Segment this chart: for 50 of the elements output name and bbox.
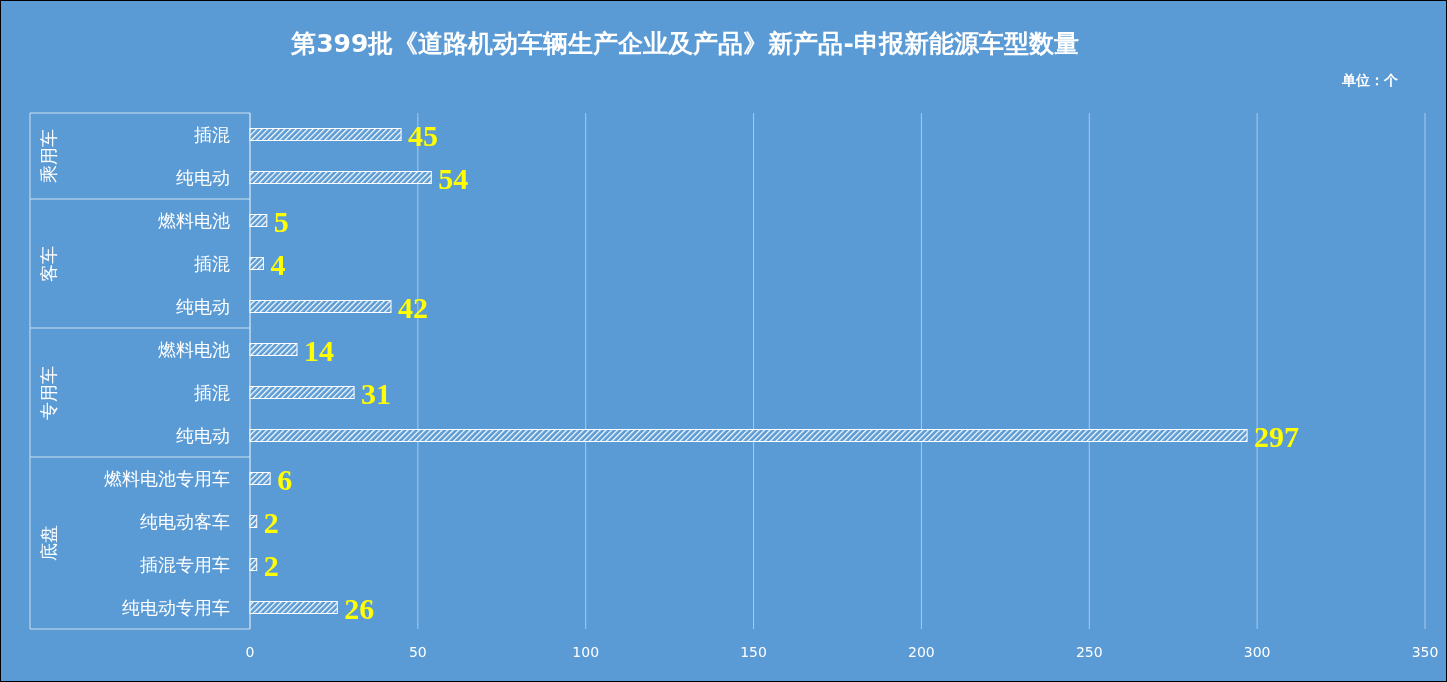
x-tick-label: 250 [1075,644,1103,660]
bar [249,515,258,528]
data-label: 45 [408,118,439,152]
y-tick-label: 纯电动 [176,296,230,317]
data-label: 14 [304,333,334,367]
x-tick-label: 200 [908,644,935,660]
y-tick-label: 纯电动 [176,425,230,446]
x-tick-label: 0 [245,644,255,660]
data-label: 297 [1254,419,1300,453]
x-tick-label: 100 [572,644,600,660]
text: 乘用车 [37,129,59,183]
bar [249,257,264,270]
bar [249,386,355,399]
y-tick-label: 插混专用车 [140,554,230,575]
y-tick-label: 纯电动专用车 [122,597,230,618]
y-tick-label: 纯电动 [176,167,230,188]
bar [249,171,432,184]
data-label: 6 [277,462,293,496]
data-label: 54 [438,161,469,195]
text: 底盘 [37,525,59,561]
bar [249,601,338,614]
x-tick-label: 300 [1243,644,1271,660]
data-label: 2 [263,548,279,582]
y-tick-label: 燃料电池 [158,210,230,231]
data-label: 42 [398,290,428,324]
chart-title: 第399批《道路机动车辆生产企业及产品》新产品-申报新能源车型数量 [290,29,1079,58]
data-label: 4 [270,247,286,281]
text: 专用车 [37,365,59,420]
bar [249,300,392,313]
x-tick-label: 50 [408,644,427,660]
data-label: 5 [273,204,289,238]
y-tick-label: 燃料电池专用车 [104,468,230,489]
y-tick-label: 插混 [194,382,230,403]
x-tick-label: 150 [740,644,767,660]
x-tick-label: 350 [1411,644,1439,660]
bar [249,343,298,356]
text: 客车 [37,245,59,282]
bar [249,472,271,485]
bar [249,558,258,571]
data-label: 2 [263,505,279,539]
chart-subtitle: 单位：个 [1341,72,1399,88]
y-tick-label: 插混 [194,124,230,145]
y-tick-label: 燃料电池 [158,339,230,360]
y-tick-label: 插混 [194,253,230,274]
bar [249,429,1248,442]
bar [249,128,402,141]
bar [249,214,268,227]
data-label: 31 [361,376,392,410]
y-tick-label: 纯电动客车 [140,511,230,532]
data-label: 26 [344,591,375,625]
